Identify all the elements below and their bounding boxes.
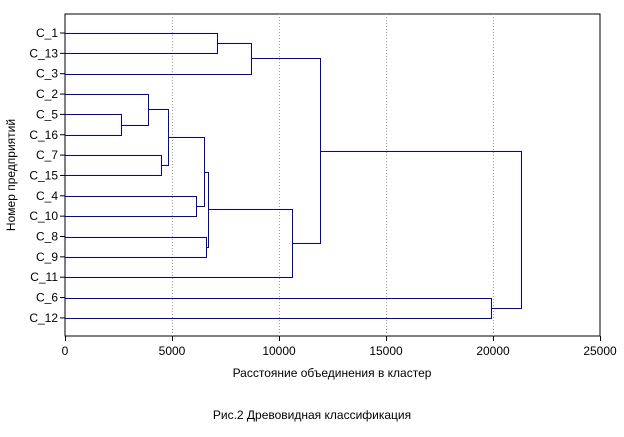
leaf-label: C_15 (29, 168, 58, 182)
leaf-label: C_3 (36, 67, 58, 81)
dendrogram-links (65, 33, 522, 319)
leaf-label: C_16 (29, 128, 58, 142)
leaf-label: C_8 (36, 230, 58, 244)
leaf-label: C_13 (29, 46, 58, 60)
leaf-label: C_5 (36, 107, 58, 121)
dendrogram-link (320, 151, 522, 309)
x-axis-label: Расстояние объединения в кластер (233, 366, 432, 380)
leaf-label: C_7 (36, 148, 58, 162)
x-tick-labels: 0 5000 10000 15000 20000 25000 (62, 344, 617, 358)
x-tick-marks (65, 336, 601, 341)
x-tick-label: 25000 (583, 344, 617, 358)
leaf-labels: C_1 C_13 C_3 C_2 C_5 C_16 C_7 C_15 C_4 C_10 C_8 C_9… (29, 26, 58, 325)
figure-caption: Рис.2 Древовидная классификация (212, 408, 412, 422)
x-tick-label: 20000 (476, 344, 510, 358)
leaf-label: C_2 (36, 87, 58, 101)
leaf-label: C_11 (30, 270, 58, 284)
leaf-label: C_9 (36, 250, 58, 264)
y-tick-marks (60, 32, 65, 319)
leaf-label: C_6 (36, 291, 58, 305)
x-tick-label: 5000 (159, 344, 186, 358)
y-axis-label: Номер предприятий (4, 119, 18, 231)
leaf-label: C_10 (29, 209, 58, 223)
leaf-label: C_12 (29, 311, 58, 325)
x-tick-label: 15000 (369, 344, 403, 358)
leaf-label: C_1 (36, 26, 58, 40)
x-tick-label: 0 (62, 344, 69, 358)
x-tick-label: 10000 (262, 344, 296, 358)
leaf-label: C_4 (36, 189, 58, 203)
